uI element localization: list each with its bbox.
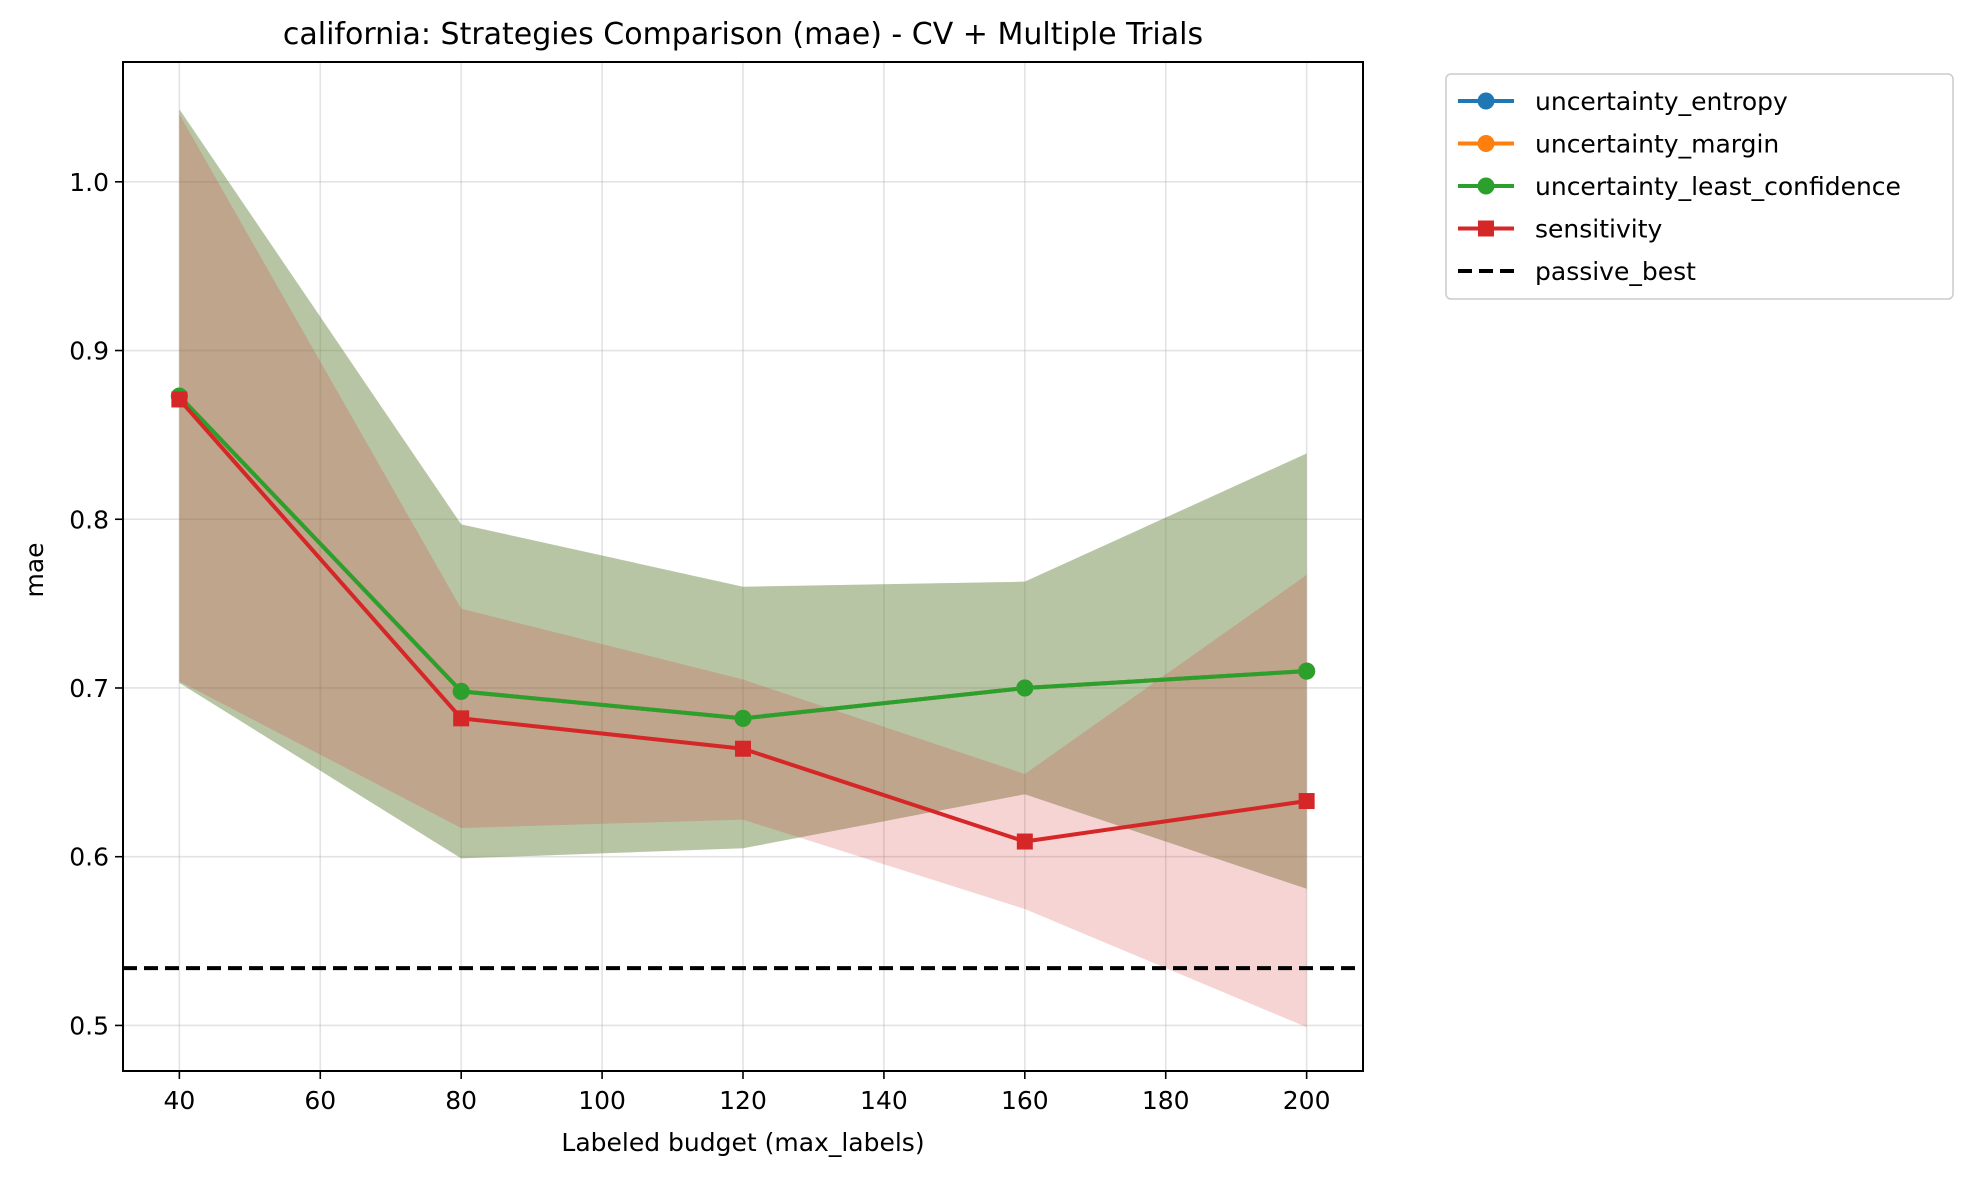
data-point-uncertainty_least_confidence — [1016, 679, 1034, 697]
data-point-sensitivity — [1298, 793, 1315, 810]
legend-marker-uncertainty_least_confidence — [1477, 177, 1495, 195]
data-point-sensitivity — [453, 710, 470, 727]
series-marker-layer — [170, 387, 1316, 850]
x-tick-label: 140 — [860, 1086, 908, 1115]
legend-marker-uncertainty_entropy — [1477, 92, 1495, 110]
data-point-sensitivity — [735, 740, 751, 757]
y-tick-label: 0.5 — [69, 1011, 109, 1040]
data-point-sensitivity — [171, 391, 188, 408]
data-point-sensitivity — [1016, 833, 1033, 850]
grid-layer — [123, 62, 1363, 1071]
x-tick-label: 60 — [304, 1086, 336, 1115]
legend-label: passive_best — [1535, 257, 1696, 286]
x-tick-label: 200 — [1283, 1086, 1331, 1115]
y-tick-label: 0.9 — [69, 337, 109, 366]
x-tick-label: 160 — [1001, 1086, 1049, 1115]
x-tick-label: 80 — [445, 1086, 477, 1115]
y-tick-label: 0.7 — [69, 674, 109, 703]
legend-label: uncertainty_margin — [1535, 130, 1779, 159]
tick-layer: 40 60 80 100 120 140 160 180 200 0.5 0.6 0.7 0.8 0.9 1… — [69, 168, 1330, 1115]
y-tick-label: 1.0 — [69, 168, 109, 197]
y-tick-label: 0.8 — [69, 505, 109, 534]
data-point-uncertainty_least_confidence — [1298, 662, 1316, 680]
legend-box — [1445, 73, 1954, 300]
legend-label: sensitivity — [1535, 215, 1663, 244]
x-tick-label: 100 — [578, 1086, 626, 1115]
legend-label: uncertainty_least_confidence — [1535, 172, 1901, 201]
data-point-uncertainty_least_confidence — [452, 682, 470, 700]
chart-title: california: Strategies Comparison (mae) … — [283, 17, 1203, 52]
legend-label: uncertainty_entropy — [1535, 87, 1788, 116]
legend-marker-uncertainty_margin — [1477, 135, 1495, 152]
confidence-band-sensitivity — [179, 114, 1307, 1028]
x-axis-label: Labeled budget (max_labels) — [561, 1128, 924, 1157]
legend: uncertainty_entropy uncertainty_marginunc… — [1445, 73, 1954, 300]
x-tick-label: 180 — [1142, 1086, 1190, 1115]
x-tick-label: 120 — [719, 1086, 767, 1115]
legend-marker-sensitivity — [1478, 220, 1494, 237]
x-tick-label: 40 — [163, 1086, 195, 1115]
y-axis-label: mae — [20, 542, 49, 597]
y-tick-label: 0.6 — [69, 843, 109, 872]
data-point-uncertainty_least_confidence — [734, 709, 752, 727]
